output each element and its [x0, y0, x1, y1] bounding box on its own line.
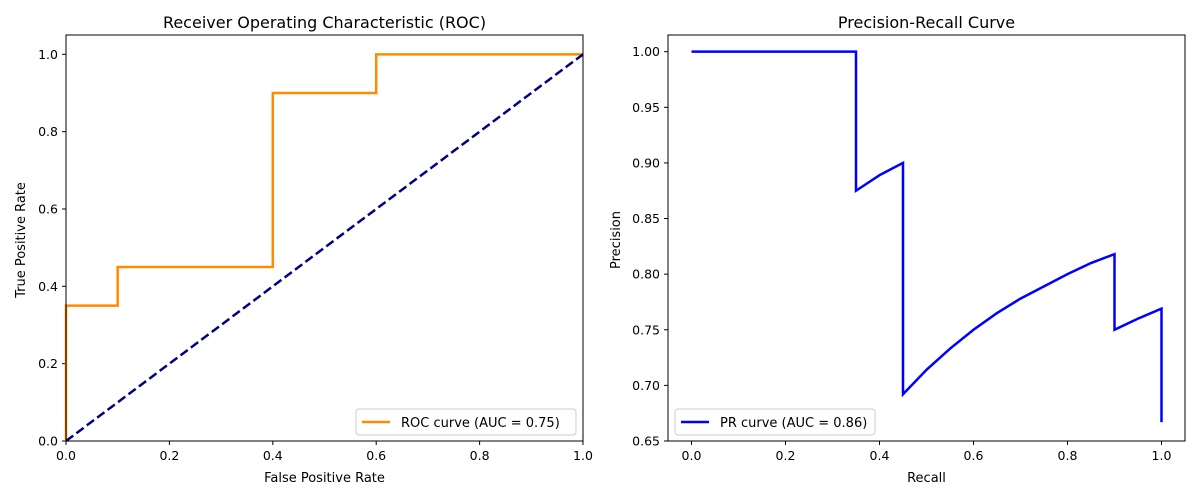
roc-xtick-label: 0.8 [470, 448, 490, 463]
pr-xtick-label: 0.2 [776, 448, 796, 463]
pr-series-line-0 [691, 50, 1163, 423]
pr-ytick-label: 0.95 [632, 100, 660, 115]
pr-xtick-label: 0.6 [964, 448, 984, 463]
pr-ytick-label: 0.90 [632, 155, 660, 170]
pr-xtick-label: 0.0 [682, 448, 702, 463]
pr-ticks: 0.0 0.2 0.4 0.6 0.8 1.0 0.65 0.70 0.75 0.80 0.85 0.… [632, 44, 1171, 463]
roc-axes-frame [65, 34, 584, 442]
pr-panel: Precision-Recall Curve Recall Precision … [609, 13, 1186, 486]
pr-ytick-label: 1.00 [632, 44, 660, 59]
roc-panel: Receiver Operating Characteristic (ROC) … [14, 13, 593, 486]
roc-ylabel: True Positive Rate [14, 182, 29, 299]
roc-legend-label: ROC curve (AUC = 0.75) [401, 416, 560, 431]
roc-ytick-label: 0.0 [38, 434, 58, 449]
roc-xtick-label: 1.0 [573, 448, 593, 463]
pr-ytick-label: 0.75 [632, 322, 660, 337]
pr-title: Precision-Recall Curve [838, 13, 1015, 32]
pr-series [691, 50, 1163, 423]
pr-legend: PR curve (AUC = 0.86) [674, 408, 876, 436]
roc-xtick-label: 0.2 [159, 448, 179, 463]
pr-ytick-label: 0.65 [632, 434, 660, 449]
pr-xlabel: Recall [907, 471, 946, 486]
pr-legend-label: PR curve (AUC = 0.86) [720, 416, 867, 431]
pr-ytick-label: 0.80 [632, 267, 660, 282]
roc-legend: ROC curve (AUC = 0.75) [355, 408, 577, 436]
roc-series-line-1 [65, 53, 584, 443]
pr-ytick-label: 0.70 [632, 378, 660, 393]
pr-xtick-label: 0.8 [1058, 448, 1078, 463]
roc-xlabel: False Positive Rate [264, 471, 385, 486]
roc-xtick-label: 0.0 [56, 448, 76, 463]
pr-legend-box [674, 408, 876, 436]
pr-ylabel: Precision [609, 211, 624, 269]
roc-xtick-label: 0.4 [263, 448, 283, 463]
roc-ticks: 0.0 0.2 0.4 0.6 0.8 1.0 0.0 0.2 0.4 0.6 0.8 1.0 [38, 47, 593, 463]
pr-xtick-label: 1.0 [1152, 448, 1172, 463]
roc-ytick-label: 0.8 [38, 124, 58, 139]
roc-ytick-label: 0.4 [38, 279, 58, 294]
roc-title: Receiver Operating Characteristic (ROC) [163, 13, 486, 32]
roc-ytick-label: 0.2 [38, 356, 58, 371]
roc-ytick-label: 0.6 [38, 202, 58, 217]
pr-xtick-label: 0.4 [870, 448, 890, 463]
roc-xtick-label: 0.6 [366, 448, 386, 463]
roc-ytick-label: 1.0 [38, 47, 58, 62]
pr-ytick-label: 0.85 [632, 211, 660, 226]
roc-legend-box [355, 408, 577, 436]
pr-axes-frame [667, 34, 1186, 442]
